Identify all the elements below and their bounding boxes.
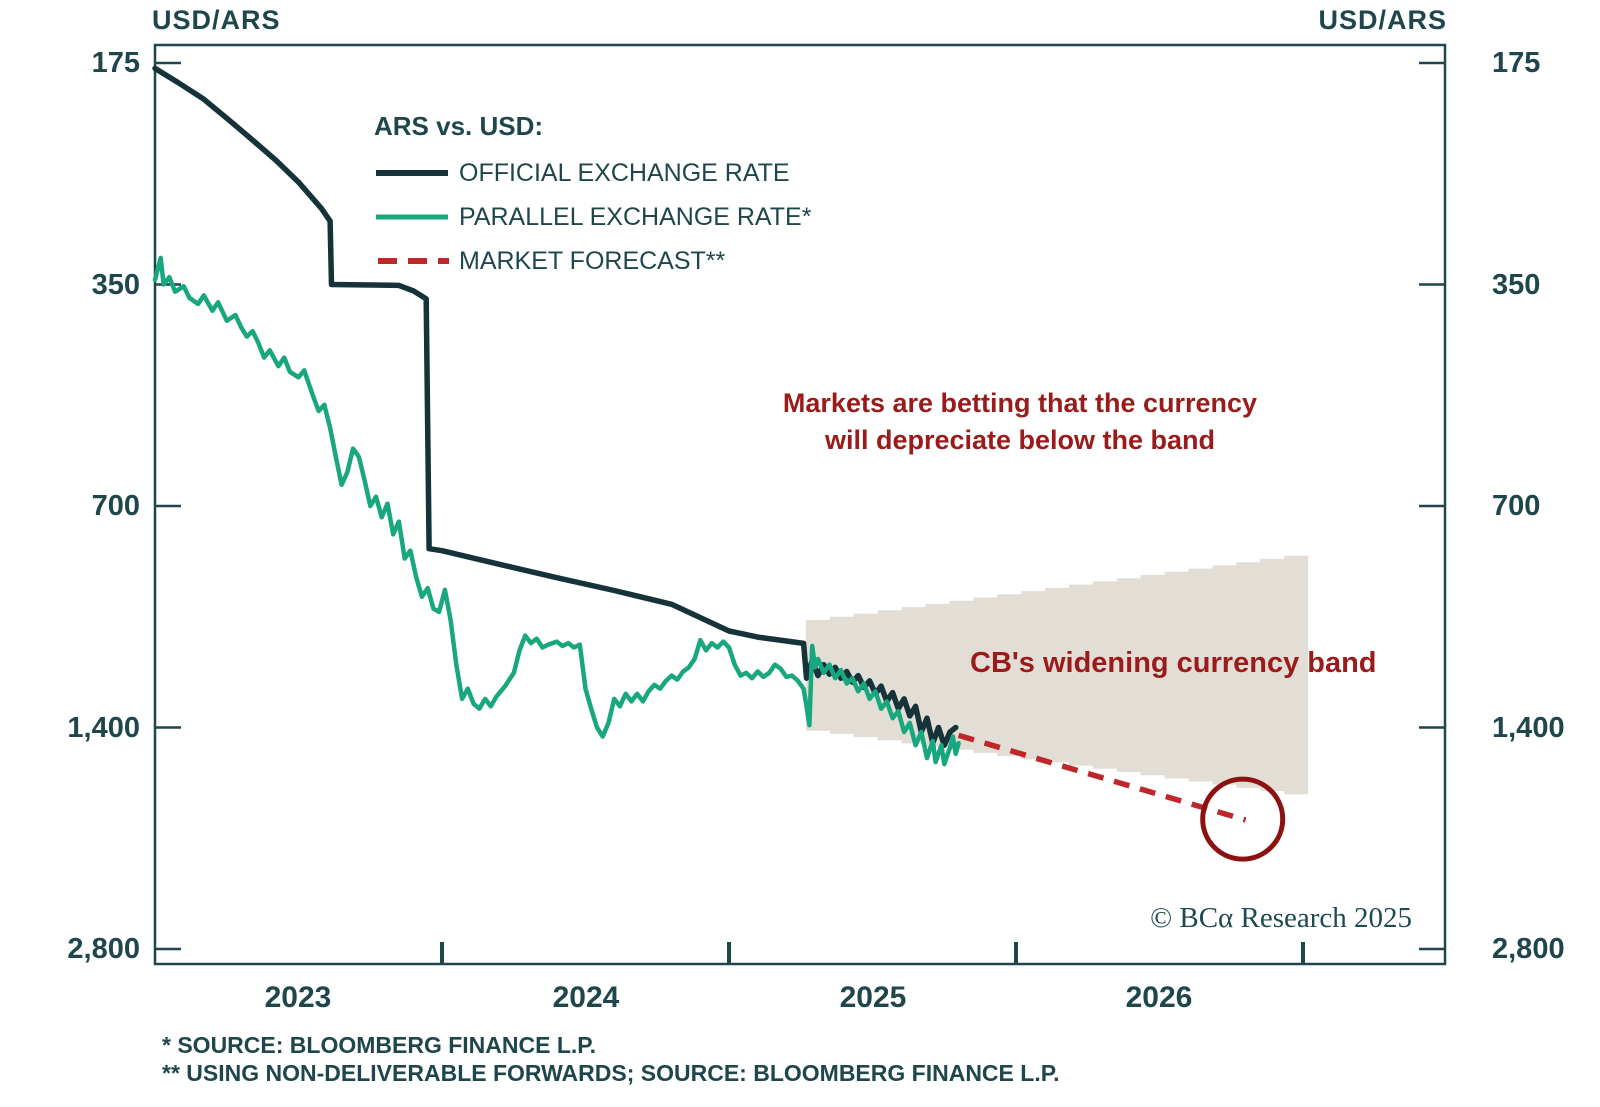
plot-border <box>153 43 1447 966</box>
x-tick-label-2023: 2023 <box>264 981 332 1014</box>
annotation-depreciation-line1: Markets are betting that the currency <box>782 388 1258 418</box>
annotation-band-label: CB's widening currency band <box>970 647 1377 679</box>
market-forecast-dashed-line <box>957 732 1247 823</box>
y-tick-label-1400-left: 1,400 <box>67 712 140 744</box>
y-tick-label-175-left: 175 <box>91 47 140 79</box>
y-tick-label-350-right: 350 <box>1492 269 1541 301</box>
annotation-depreciation-note: Markets are betting that the currency wi… <box>700 385 1340 459</box>
y-tick-label-1400-right: 1,400 <box>1492 712 1565 744</box>
y-tick-label-2800-right: 2,800 <box>1492 933 1565 965</box>
legend-title: ARS vs. USD: <box>374 111 544 141</box>
legend-label-parallel: PARALLEL EXCHANGE RATE* <box>459 203 812 231</box>
parallel-rate-line <box>152 255 961 767</box>
y-tick-label-175-right: 175 <box>1492 47 1541 79</box>
x-tick-label-2026: 2026 <box>1125 981 1193 1014</box>
y-tick-label-700-left: 700 <box>91 490 140 522</box>
y-tick-label-350-left: 350 <box>91 269 140 301</box>
x-tick-label-2025: 2025 <box>839 981 907 1014</box>
legend-label-official: OFFICIAL EXCHANGE RATE <box>459 159 790 187</box>
y-tick-label-700-right: 700 <box>1492 490 1541 522</box>
legend-label-forecast: MARKET FORECAST** <box>459 247 726 275</box>
x-tick-label-2024: 2024 <box>552 981 620 1014</box>
footnote-ndf: ** USING NON-DELIVERABLE FORWARDS; SOURC… <box>162 1060 1060 1086</box>
axis-ticks <box>155 61 1445 964</box>
forecast-highlight-circle <box>1200 776 1286 862</box>
y-axis-title-right: USD/ARS <box>1318 5 1447 35</box>
legend-line-samples <box>376 170 449 264</box>
copyright-text: © BCα Research 2025 <box>1150 902 1412 934</box>
y-axis-title-left: USD/ARS <box>152 5 281 35</box>
y-tick-label-2800-left: 2,800 <box>67 933 140 965</box>
footnote-source: * SOURCE: BLOOMBERG FINANCE L.P. <box>162 1032 597 1058</box>
annotation-depreciation-line2: will depreciate below the band <box>824 425 1216 455</box>
